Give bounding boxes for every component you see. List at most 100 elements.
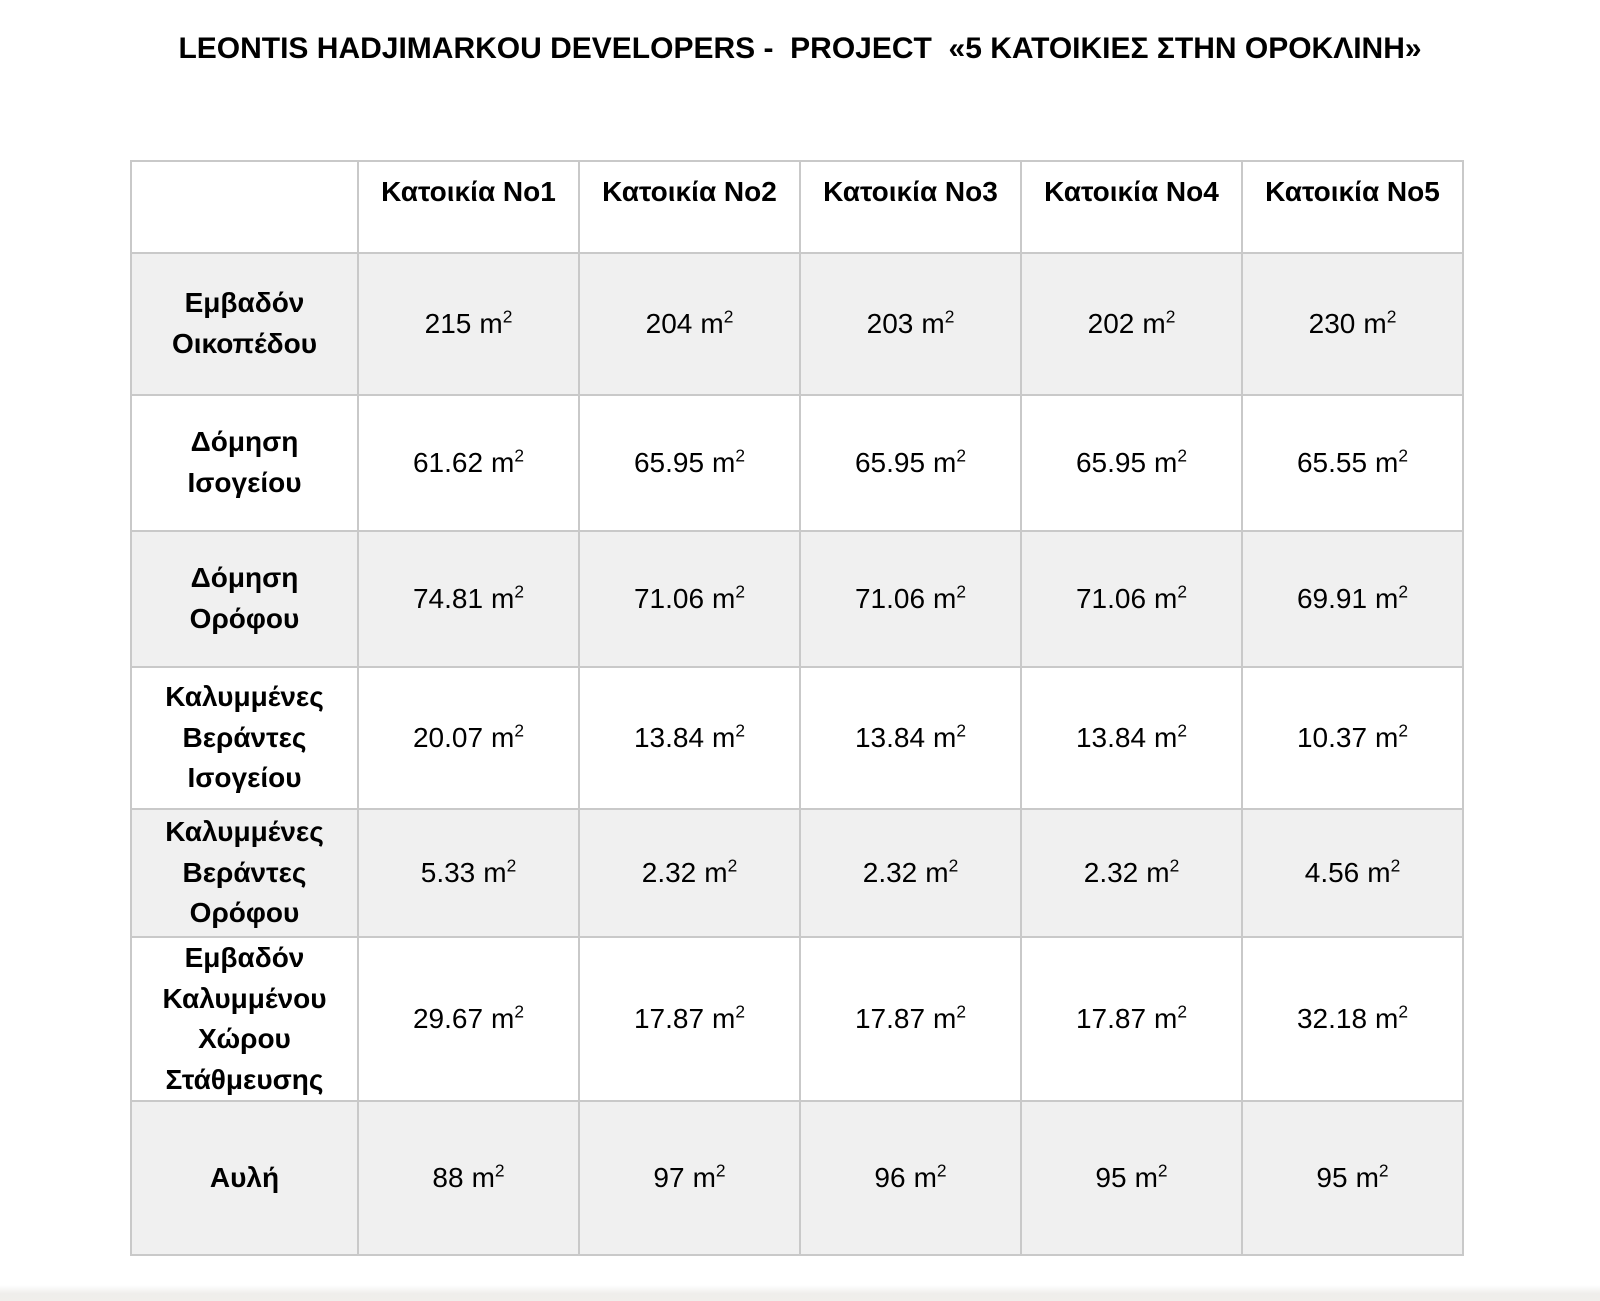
table-row-covered-verandas-upper: Καλυμμένες Βεράντες Ορόφου 5.33 m2 2.32 m2… xyxy=(130,808,1464,938)
value-cell: 4.56 m2 xyxy=(1241,808,1464,938)
value-cell: 17.87 m2 xyxy=(799,935,1022,1103)
value-number: 74.81 xyxy=(412,583,484,614)
unit-m2: m2 xyxy=(933,581,967,614)
unit-m2: m2 xyxy=(1154,581,1188,614)
value-cell: 95 m2 xyxy=(1020,1100,1243,1257)
row-label: Εμβαδόν Καλυμμένου Χώρου Στάθμευσης xyxy=(130,935,359,1103)
row-label: Δόμηση Ορόφου xyxy=(130,530,359,668)
row-label: Καλυμμένες Βεράντες Ορόφου xyxy=(130,808,359,938)
value-number: 215 xyxy=(424,308,472,339)
unit-m2: m2 xyxy=(925,855,959,888)
unit-m2: m2 xyxy=(712,720,746,753)
table-row-covered-verandas-ground: Καλυμμένες Βεράντες Ισογείου 20.07 m2 13.… xyxy=(130,666,1464,810)
value-cell: 69.91 m2 xyxy=(1241,530,1464,668)
unit-m2: m2 xyxy=(692,1161,726,1194)
row-label: Καλυμμένες Βεράντες Ισογείου xyxy=(130,666,359,810)
value-number: 2.32 xyxy=(641,857,697,888)
cropped-photo-top-edge xyxy=(0,1285,1600,1301)
unit-m2: m2 xyxy=(1355,1161,1389,1194)
value-cell: 13.84 m2 xyxy=(578,666,801,810)
unit-m2: m2 xyxy=(913,1161,947,1194)
value-number: 13.84 xyxy=(854,722,926,753)
value-number: 230 xyxy=(1308,308,1356,339)
value-cell: 71.06 m2 xyxy=(578,530,801,668)
column-header-house-3: Κατοικία No3 xyxy=(799,160,1022,254)
value-cell: 10.37 m2 xyxy=(1241,666,1464,810)
value-number: 17.87 xyxy=(854,1003,926,1035)
value-cell: 71.06 m2 xyxy=(1020,530,1243,668)
header-row: Κατοικία No1 Κατοικία No2 Κατοικία No3 Κ… xyxy=(130,160,1464,254)
value-number: 32.18 xyxy=(1296,1003,1368,1035)
table-row-upper-floor-build: Δόμηση Ορόφου 74.81 m2 71.06 m2 71.06 m2 71… xyxy=(130,530,1464,668)
value-number: 204 xyxy=(645,308,693,339)
unit-m2: m2 xyxy=(933,1001,967,1035)
unit-m2: m2 xyxy=(471,1161,505,1194)
column-header-house-2: Κατοικία No2 xyxy=(578,160,801,254)
table-row-yard: Αυλή 88 m2 97 m2 96 m2 95 m2 95 m2 xyxy=(130,1100,1464,1257)
value-number: 2.32 xyxy=(1083,857,1139,888)
value-cell: 202 m2 xyxy=(1020,252,1243,396)
value-number: 2.32 xyxy=(862,857,918,888)
value-number: 71.06 xyxy=(854,583,926,614)
value-number: 13.84 xyxy=(633,722,705,753)
value-number: 10.37 xyxy=(1296,722,1368,753)
value-cell: 230 m2 xyxy=(1241,252,1464,396)
value-number: 5.33 xyxy=(420,857,476,888)
value-cell: 65.95 m2 xyxy=(578,394,801,532)
unit-m2: m2 xyxy=(479,306,513,339)
value-cell: 74.81 m2 xyxy=(357,530,580,668)
unit-m2: m2 xyxy=(933,445,967,478)
value-cell: 17.87 m2 xyxy=(578,935,801,1103)
unit-m2: m2 xyxy=(1375,445,1409,478)
unit-m2: m2 xyxy=(704,855,738,888)
value-number: 65.95 xyxy=(1075,447,1147,478)
row-label: Δόμηση Ισογείου xyxy=(130,394,359,532)
table-row-plot-area: Εμβαδόν Οικοπέδου 215 m2 204 m2 203 m2 202 m… xyxy=(130,252,1464,396)
value-cell: 65.95 m2 xyxy=(1020,394,1243,532)
unit-m2: m2 xyxy=(712,581,746,614)
value-cell: 215 m2 xyxy=(357,252,580,396)
value-number: 17.87 xyxy=(633,1003,705,1035)
unit-m2: m2 xyxy=(1375,1001,1409,1035)
corner-cell xyxy=(130,160,359,254)
row-label: Αυλή xyxy=(130,1100,359,1257)
unit-m2: m2 xyxy=(700,306,734,339)
value-cell: 61.62 m2 xyxy=(357,394,580,532)
unit-m2: m2 xyxy=(491,1001,525,1035)
value-number: 88 xyxy=(432,1162,464,1194)
value-cell: 32.18 m2 xyxy=(1241,935,1464,1103)
value-number: 13.84 xyxy=(1075,722,1147,753)
value-cell: 2.32 m2 xyxy=(578,808,801,938)
unit-m2: m2 xyxy=(933,720,967,753)
column-header-house-1: Κατοικία No1 xyxy=(357,160,580,254)
value-number: 95 xyxy=(1095,1162,1127,1194)
column-header-house-5: Κατοικία No5 xyxy=(1241,160,1464,254)
unit-m2: m2 xyxy=(1134,1161,1168,1194)
value-cell: 65.95 m2 xyxy=(799,394,1022,532)
unit-m2: m2 xyxy=(712,445,746,478)
unit-m2: m2 xyxy=(921,306,955,339)
value-number: 29.67 xyxy=(412,1003,484,1035)
column-header-house-4: Κατοικία No4 xyxy=(1020,160,1243,254)
value-cell: 71.06 m2 xyxy=(799,530,1022,668)
value-number: 65.55 xyxy=(1296,447,1368,478)
value-cell: 203 m2 xyxy=(799,252,1022,396)
page-title: LEONTIS HADJIMARKOU DEVELOPERS - PROJECT… xyxy=(178,32,1422,65)
value-number: 61.62 xyxy=(412,447,484,478)
value-cell: 2.32 m2 xyxy=(1020,808,1243,938)
value-number: 202 xyxy=(1087,308,1135,339)
value-number: 96 xyxy=(874,1162,906,1194)
unit-m2: m2 xyxy=(712,1001,746,1035)
unit-m2: m2 xyxy=(483,855,517,888)
value-number: 4.56 xyxy=(1304,857,1360,888)
value-cell: 204 m2 xyxy=(578,252,801,396)
value-number: 17.87 xyxy=(1075,1003,1147,1035)
table-row-covered-parking-area: Εμβαδόν Καλυμμένου Χώρου Στάθμευσης 29.6… xyxy=(130,935,1464,1103)
row-label: Εμβαδόν Οικοπέδου xyxy=(130,252,359,396)
unit-m2: m2 xyxy=(491,720,525,753)
value-cell: 95 m2 xyxy=(1241,1100,1464,1257)
value-number: 71.06 xyxy=(633,583,705,614)
value-cell: 17.87 m2 xyxy=(1020,935,1243,1103)
value-cell: 5.33 m2 xyxy=(357,808,580,938)
value-cell: 13.84 m2 xyxy=(1020,666,1243,810)
